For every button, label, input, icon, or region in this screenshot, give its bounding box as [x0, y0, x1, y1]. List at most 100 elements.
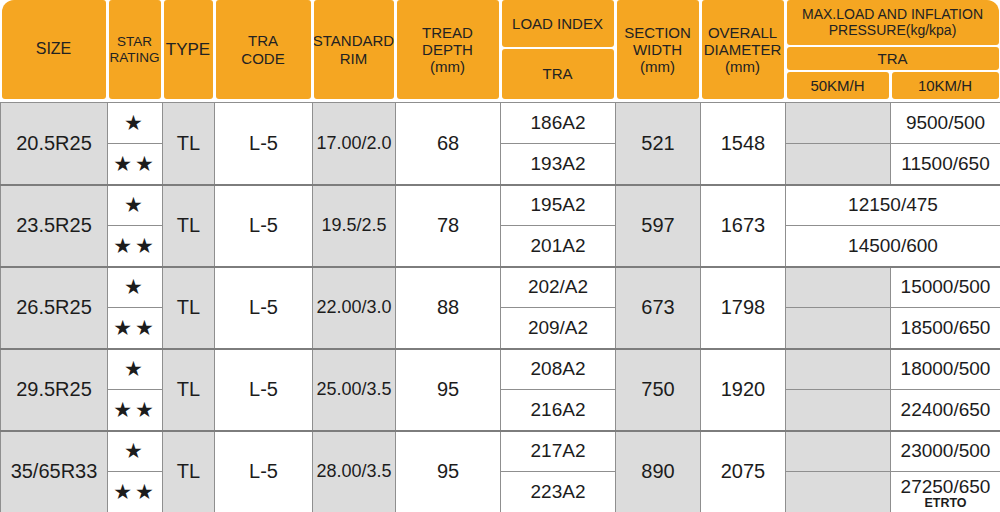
- load-10-cell: 18000/500: [891, 349, 1000, 390]
- load-index-cell: 208A2: [501, 349, 616, 390]
- header-speed-50: 50KM/H: [787, 72, 889, 99]
- star-cell: ★: [108, 349, 163, 390]
- table-row: ★★ 216A2 22400/650: [1, 390, 1000, 431]
- header-load-index: LOAD INDEX: [502, 0, 614, 47]
- load-index-cell: 193A2: [501, 144, 616, 185]
- load-10-cell: 27250/650 ETRTO: [891, 472, 1000, 512]
- load-index-cell: 223A2: [501, 472, 616, 512]
- tra-code-cell: L-5: [215, 349, 313, 431]
- tread-depth-cell: 68: [396, 103, 501, 185]
- tra-code-cell: L-5: [215, 431, 313, 512]
- etrto-note: ETRTO: [891, 497, 1000, 509]
- load-10-cell: 11500/650: [891, 144, 1000, 185]
- standard-rim-cell: 19.5/2.5: [313, 185, 396, 267]
- star-cell: ★★: [108, 390, 163, 431]
- header-standard-rim: STANDARD RIM: [314, 0, 394, 99]
- standard-rim-cell: 28.00/3.5: [313, 431, 396, 512]
- spec-table: 20.5R25 ★ TL L-5 17.00/2.0 68 186A2 521 …: [0, 102, 1000, 512]
- type-cell: TL: [163, 267, 215, 349]
- section-width-cell: 673: [616, 267, 701, 349]
- load-50-cell: [786, 390, 891, 431]
- overall-diameter-cell: 1920: [701, 349, 786, 431]
- star-cell: ★★: [108, 144, 163, 185]
- load-index-cell: 209/A2: [501, 308, 616, 349]
- overall-diameter-cell: 1798: [701, 267, 786, 349]
- section-width-cell: 890: [616, 431, 701, 512]
- type-cell: TL: [163, 349, 215, 431]
- load-10-cell: 15000/500: [891, 267, 1000, 308]
- load-10-cell: 23000/500: [891, 431, 1000, 472]
- size-cell: 26.5R25: [1, 267, 108, 349]
- tread-depth-cell: 95: [396, 349, 501, 431]
- load-index-cell: 201A2: [501, 226, 616, 267]
- table-row: ★★ 193A2 11500/650: [1, 144, 1000, 185]
- section-width-cell: 597: [616, 185, 701, 267]
- load-index-cell: 202/A2: [501, 267, 616, 308]
- header-section-width: SECTION WIDTH (mm): [617, 0, 699, 99]
- load-50-cell: [786, 472, 891, 512]
- star-cell: ★★: [108, 226, 163, 267]
- tra-code-cell: L-5: [215, 103, 313, 185]
- size-cell: 35/65R33: [1, 431, 108, 512]
- star-cell: ★: [108, 185, 163, 226]
- star-cell: ★: [108, 267, 163, 308]
- table-row: 26.5R25 ★ TL L-5 22.00/3.0 88 202/A2 673…: [1, 267, 1000, 308]
- tra-code-cell: L-5: [215, 267, 313, 349]
- table-row: 23.5R25 ★ TL L-5 19.5/2.5 78 195A2 597 1…: [1, 185, 1000, 226]
- star-cell: ★★: [108, 472, 163, 512]
- load-merged-cell: 14500/600: [786, 226, 1000, 267]
- header-type: TYPE: [164, 0, 213, 99]
- tread-depth-cell: 88: [396, 267, 501, 349]
- load-index-cell: 217A2: [501, 431, 616, 472]
- load-50-cell: [786, 308, 891, 349]
- table-header: SIZE STAR RATING TYPE TRA CODE STANDARD …: [0, 0, 1000, 102]
- table-row: ★★ 209/A2 18500/650: [1, 308, 1000, 349]
- load-10-cell: 9500/500: [891, 103, 1000, 144]
- table-row: 20.5R25 ★ TL L-5 17.00/2.0 68 186A2 521 …: [1, 103, 1000, 144]
- load-50-cell: [786, 431, 891, 472]
- overall-diameter-cell: 1548: [701, 103, 786, 185]
- size-cell: 20.5R25: [1, 103, 108, 185]
- load-10-cell: 18500/650: [891, 308, 1000, 349]
- load-10-value: 27250/650: [891, 476, 1000, 497]
- standard-rim-cell: 25.00/3.5: [313, 349, 396, 431]
- header-overall-diameter: OVERALL DIAMETER (mm): [702, 0, 784, 99]
- star-cell: ★★: [108, 308, 163, 349]
- tread-depth-cell: 95: [396, 431, 501, 512]
- type-cell: TL: [163, 103, 215, 185]
- header-max-load-tra: TRA: [787, 47, 999, 70]
- type-cell: TL: [163, 185, 215, 267]
- section-width-cell: 750: [616, 349, 701, 431]
- standard-rim-cell: 22.00/3.0: [313, 267, 396, 349]
- load-50-cell: [786, 349, 891, 390]
- overall-diameter-cell: 2075: [701, 431, 786, 512]
- size-cell: 23.5R25: [1, 185, 108, 267]
- tread-depth-cell: 78: [396, 185, 501, 267]
- table-row: ★★ 223A2 27250/650 ETRTO: [1, 472, 1000, 512]
- star-cell: ★: [108, 103, 163, 144]
- load-50-cell: [786, 267, 891, 308]
- load-10-cell: 22400/650: [891, 390, 1000, 431]
- header-max-load-title: MAX.LOAD AND INFLATION PRESSURE(kg/kpa): [787, 0, 999, 45]
- load-index-cell: 195A2: [501, 185, 616, 226]
- size-cell: 29.5R25: [1, 349, 108, 431]
- type-cell: TL: [163, 431, 215, 512]
- tra-code-cell: L-5: [215, 185, 313, 267]
- load-merged-cell: 12150/475: [786, 185, 1000, 226]
- header-tread-depth: TREAD DEPTH (mm): [397, 0, 499, 99]
- header-size: SIZE: [2, 0, 106, 99]
- overall-diameter-cell: 1673: [701, 185, 786, 267]
- table-row: ★★ 201A2 14500/600: [1, 226, 1000, 267]
- star-cell: ★: [108, 431, 163, 472]
- load-index-cell: 186A2: [501, 103, 616, 144]
- load-index-cell: 216A2: [501, 390, 616, 431]
- header-tra-code: TRA CODE: [216, 0, 311, 99]
- table-row: 35/65R33 ★ TL L-5 28.00/3.5 95 217A2 890…: [1, 431, 1000, 472]
- section-width-cell: 521: [616, 103, 701, 185]
- load-50-cell: [786, 103, 891, 144]
- header-speed-10: 10KM/H: [892, 72, 999, 99]
- standard-rim-cell: 17.00/2.0: [313, 103, 396, 185]
- header-load-index-tra: TRA: [502, 49, 614, 99]
- load-50-cell: [786, 144, 891, 185]
- header-star-rating: STAR RATING: [109, 0, 161, 99]
